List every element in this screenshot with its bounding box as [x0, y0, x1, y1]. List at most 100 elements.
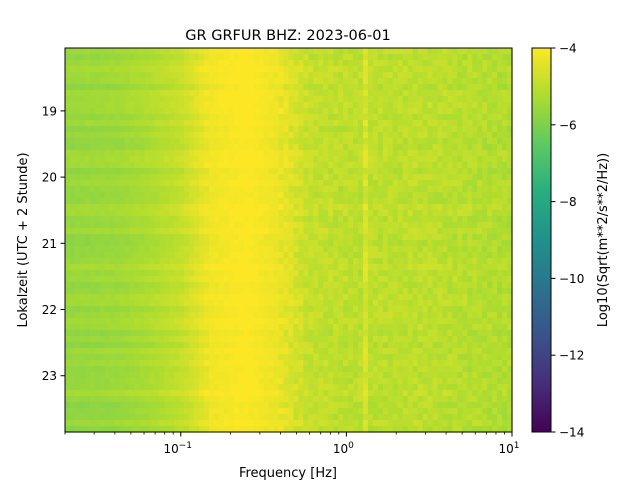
- heatmap-cell: [104, 336, 111, 343]
- heatmap-cell: [169, 264, 175, 271]
- heatmap-cell: [214, 72, 220, 79]
- heatmap-cell: [99, 72, 106, 79]
- heatmap-cell: [248, 150, 255, 157]
- heatmap-cell: [353, 252, 359, 259]
- heatmap-cell: [228, 84, 235, 91]
- heatmap-cell: [382, 336, 389, 343]
- heatmap-cell: [313, 336, 319, 343]
- heatmap-cell: [79, 288, 86, 295]
- heatmap-cell: [248, 66, 255, 73]
- heatmap-cell: [293, 330, 300, 337]
- heatmap-cell: [218, 402, 225, 409]
- heatmap-cell: [144, 348, 151, 355]
- heatmap-cell: [353, 420, 359, 427]
- heatmap-cell: [144, 192, 151, 199]
- heatmap-cell: [343, 222, 349, 229]
- heatmap-cell: [407, 294, 414, 301]
- heatmap-cell: [298, 132, 304, 139]
- heatmap-cell: [189, 78, 195, 85]
- heatmap-cell: [288, 84, 295, 91]
- heatmap-cell: [253, 228, 260, 235]
- heatmap-cell: [288, 168, 295, 175]
- heatmap-cell: [214, 102, 220, 109]
- heatmap-cell: [253, 126, 260, 133]
- heatmap-cell: [144, 72, 151, 79]
- heatmap-cell: [382, 108, 389, 115]
- heatmap-cell: [358, 252, 364, 259]
- heatmap-cell: [333, 360, 339, 367]
- heatmap-cell: [382, 216, 389, 223]
- heatmap-cell: [149, 168, 155, 175]
- heatmap-cell: [149, 162, 155, 169]
- heatmap-cell: [209, 288, 215, 295]
- heatmap-cell: [174, 132, 180, 139]
- heatmap-cell: [79, 90, 86, 97]
- heatmap-cell: [353, 96, 359, 103]
- heatmap-cell: [308, 282, 314, 289]
- heatmap-cell: [258, 48, 265, 55]
- heatmap-cell: [99, 240, 106, 247]
- heatmap-cell: [412, 138, 419, 145]
- heatmap-cell: [94, 228, 101, 235]
- heatmap-cell: [233, 342, 240, 349]
- heatmap-cell: [243, 54, 250, 61]
- heatmap-cell: [124, 408, 131, 415]
- heatmap-cell: [214, 240, 220, 247]
- heatmap-cell: [164, 228, 170, 235]
- heatmap-cell: [402, 72, 409, 79]
- heatmap-cell: [238, 210, 245, 217]
- heatmap-cell: [308, 426, 314, 433]
- heatmap-cell: [119, 258, 126, 265]
- heatmap-cell: [199, 228, 205, 235]
- heatmap-cell: [248, 276, 255, 283]
- heatmap-cell: [263, 408, 270, 415]
- heatmap-cell: [348, 408, 354, 415]
- heatmap-cell: [129, 270, 136, 277]
- heatmap-cell: [184, 90, 190, 97]
- heatmap-cell: [402, 192, 409, 199]
- heatmap-cell: [209, 306, 215, 313]
- heatmap-cell: [209, 192, 215, 199]
- heatmap-cell: [109, 360, 116, 367]
- heatmap-cell: [442, 276, 449, 283]
- heatmap-cell: [233, 258, 240, 265]
- heatmap-cell: [402, 114, 409, 121]
- heatmap-cell: [338, 318, 344, 325]
- heatmap-cell: [164, 144, 170, 151]
- heatmap-cell: [363, 366, 369, 373]
- heatmap-cell: [363, 288, 369, 295]
- heatmap-cell: [164, 414, 170, 421]
- heatmap-cell: [363, 396, 369, 403]
- heatmap-cell: [114, 294, 121, 301]
- heatmap-cell: [263, 360, 270, 367]
- heatmap-cell: [367, 198, 374, 205]
- heatmap-cell: [99, 162, 106, 169]
- heatmap-cell: [392, 138, 399, 145]
- heatmap-cell: [288, 60, 295, 67]
- heatmap-cell: [293, 252, 300, 259]
- heatmap-cell: [144, 168, 151, 175]
- heatmap-cell: [89, 48, 96, 55]
- heatmap-cell: [258, 102, 265, 109]
- heatmap-cell: [179, 312, 185, 319]
- heatmap-cell: [154, 354, 160, 361]
- heatmap-cell: [89, 150, 96, 157]
- heatmap-cell: [204, 174, 210, 181]
- heatmap-cell: [154, 66, 160, 73]
- heatmap-cell: [204, 54, 210, 61]
- heatmap-cell: [209, 132, 215, 139]
- heatmap-cell: [139, 240, 146, 247]
- heatmap-cell: [397, 246, 404, 253]
- heatmap-cell: [313, 204, 319, 211]
- heatmap-cell: [318, 414, 324, 421]
- heatmap-cell: [397, 72, 404, 79]
- heatmap-cell: [263, 204, 270, 211]
- heatmap-cell: [149, 216, 155, 223]
- heatmap-cell: [169, 102, 175, 109]
- heatmap-cell: [338, 210, 344, 217]
- heatmap-cell: [199, 180, 205, 187]
- heatmap-cell: [94, 396, 101, 403]
- heatmap-cell: [139, 114, 146, 121]
- heatmap-cell: [89, 258, 96, 265]
- heatmap-cell: [253, 72, 260, 79]
